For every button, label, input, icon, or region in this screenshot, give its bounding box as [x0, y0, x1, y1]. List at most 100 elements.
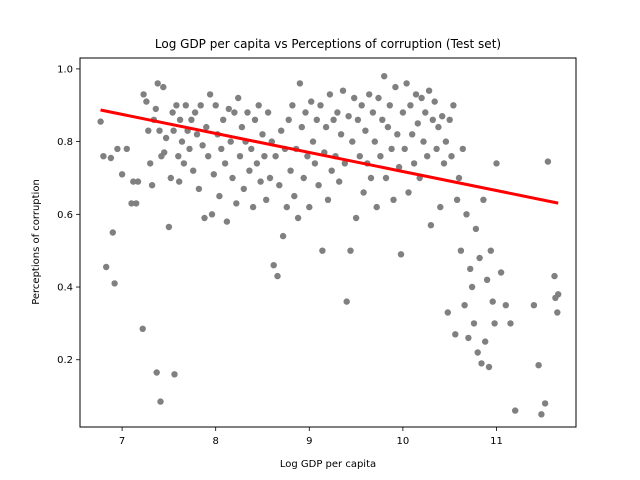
data-point: [165, 223, 173, 231]
data-point: [554, 309, 561, 316]
data-point: [485, 363, 493, 371]
data-point: [352, 214, 360, 222]
data-point: [154, 80, 161, 87]
data-point: [270, 262, 277, 269]
regression-line: [100, 108, 559, 205]
data-point: [483, 276, 491, 283]
data-point: [227, 138, 234, 145]
data-point: [210, 171, 217, 178]
data-point: [403, 80, 410, 87]
data-point: [399, 109, 407, 116]
data-point: [457, 247, 465, 254]
data-point: [111, 280, 118, 287]
fit-line: [100, 108, 559, 205]
x-axis-label: Log GDP per capita: [280, 459, 376, 470]
data-point: [278, 127, 285, 134]
data-point: [180, 160, 188, 167]
data-point: [130, 178, 137, 185]
data-point: [162, 134, 170, 142]
data-point: [326, 91, 334, 98]
data-point: [276, 182, 283, 189]
data-point: [123, 145, 130, 153]
data-point: [354, 116, 362, 124]
data-point: [369, 109, 377, 116]
data-point: [395, 163, 403, 171]
data-point: [420, 138, 427, 145]
data-point: [147, 160, 154, 167]
data-point: [128, 200, 135, 207]
data-point: [487, 247, 494, 254]
data-point: [176, 178, 183, 185]
data-point: [246, 167, 253, 174]
y-tick-label: 0.6: [57, 210, 73, 221]
data-point: [225, 105, 232, 113]
data-point: [409, 131, 416, 138]
data-point: [489, 298, 496, 305]
data-point: [199, 142, 206, 149]
data-point: [309, 138, 317, 145]
data-point: [118, 171, 126, 178]
data-point: [249, 203, 257, 211]
data-point: [257, 178, 264, 185]
data-point: [139, 325, 146, 332]
data-point: [279, 232, 287, 240]
data-point: [453, 196, 461, 203]
y-axis-ticks: 0.2 0.4 0.6 0.8 1.0: [57, 64, 80, 366]
data-point: [442, 138, 450, 145]
data-point: [512, 407, 519, 414]
data-point: [412, 91, 420, 98]
data-point: [397, 251, 405, 258]
data-point: [377, 153, 384, 160]
data-point: [356, 153, 363, 160]
data-point: [289, 102, 296, 109]
data-point: [337, 131, 345, 138]
data-point: [153, 369, 160, 376]
data-point: [274, 272, 281, 280]
data-point: [100, 153, 107, 160]
data-point: [452, 331, 459, 338]
data-point: [296, 80, 304, 87]
data-point: [349, 138, 356, 145]
data-point: [339, 87, 347, 94]
data-point: [229, 174, 236, 182]
x-tick-label: 7: [119, 436, 125, 447]
data-point: [448, 153, 455, 160]
chart-title: Log GDP per capita vs Perceptions of cor…: [155, 37, 501, 51]
data-point: [394, 131, 401, 138]
data-point: [478, 360, 485, 367]
data-point: [308, 98, 315, 105]
data-point: [231, 109, 238, 116]
data-point: [304, 153, 311, 160]
data-point: [195, 185, 203, 193]
data-point: [444, 309, 451, 316]
data-point: [285, 116, 292, 124]
data-point: [455, 174, 463, 182]
data-point: [414, 120, 421, 127]
data-point: [470, 320, 478, 327]
data-point: [190, 167, 197, 174]
data-point: [530, 302, 538, 309]
data-point: [418, 94, 425, 102]
x-tick-label: 10: [397, 436, 410, 447]
data-point: [538, 411, 545, 418]
x-tick-label: 9: [306, 436, 312, 447]
data-point: [386, 102, 393, 109]
data-point: [294, 214, 302, 222]
data-point: [233, 200, 240, 207]
data-point: [371, 138, 378, 145]
data-point: [313, 116, 320, 124]
data-point: [171, 371, 178, 378]
data-point: [405, 189, 412, 196]
data-point: [392, 83, 399, 91]
data-point: [440, 160, 448, 167]
data-point: [334, 109, 341, 116]
data-point: [401, 145, 408, 153]
data-point: [319, 247, 326, 254]
data-point: [264, 109, 272, 116]
data-point: [422, 109, 429, 116]
data-point: [382, 174, 390, 182]
data-point: [216, 192, 223, 200]
data-point: [170, 127, 177, 134]
data-point: [437, 203, 444, 211]
